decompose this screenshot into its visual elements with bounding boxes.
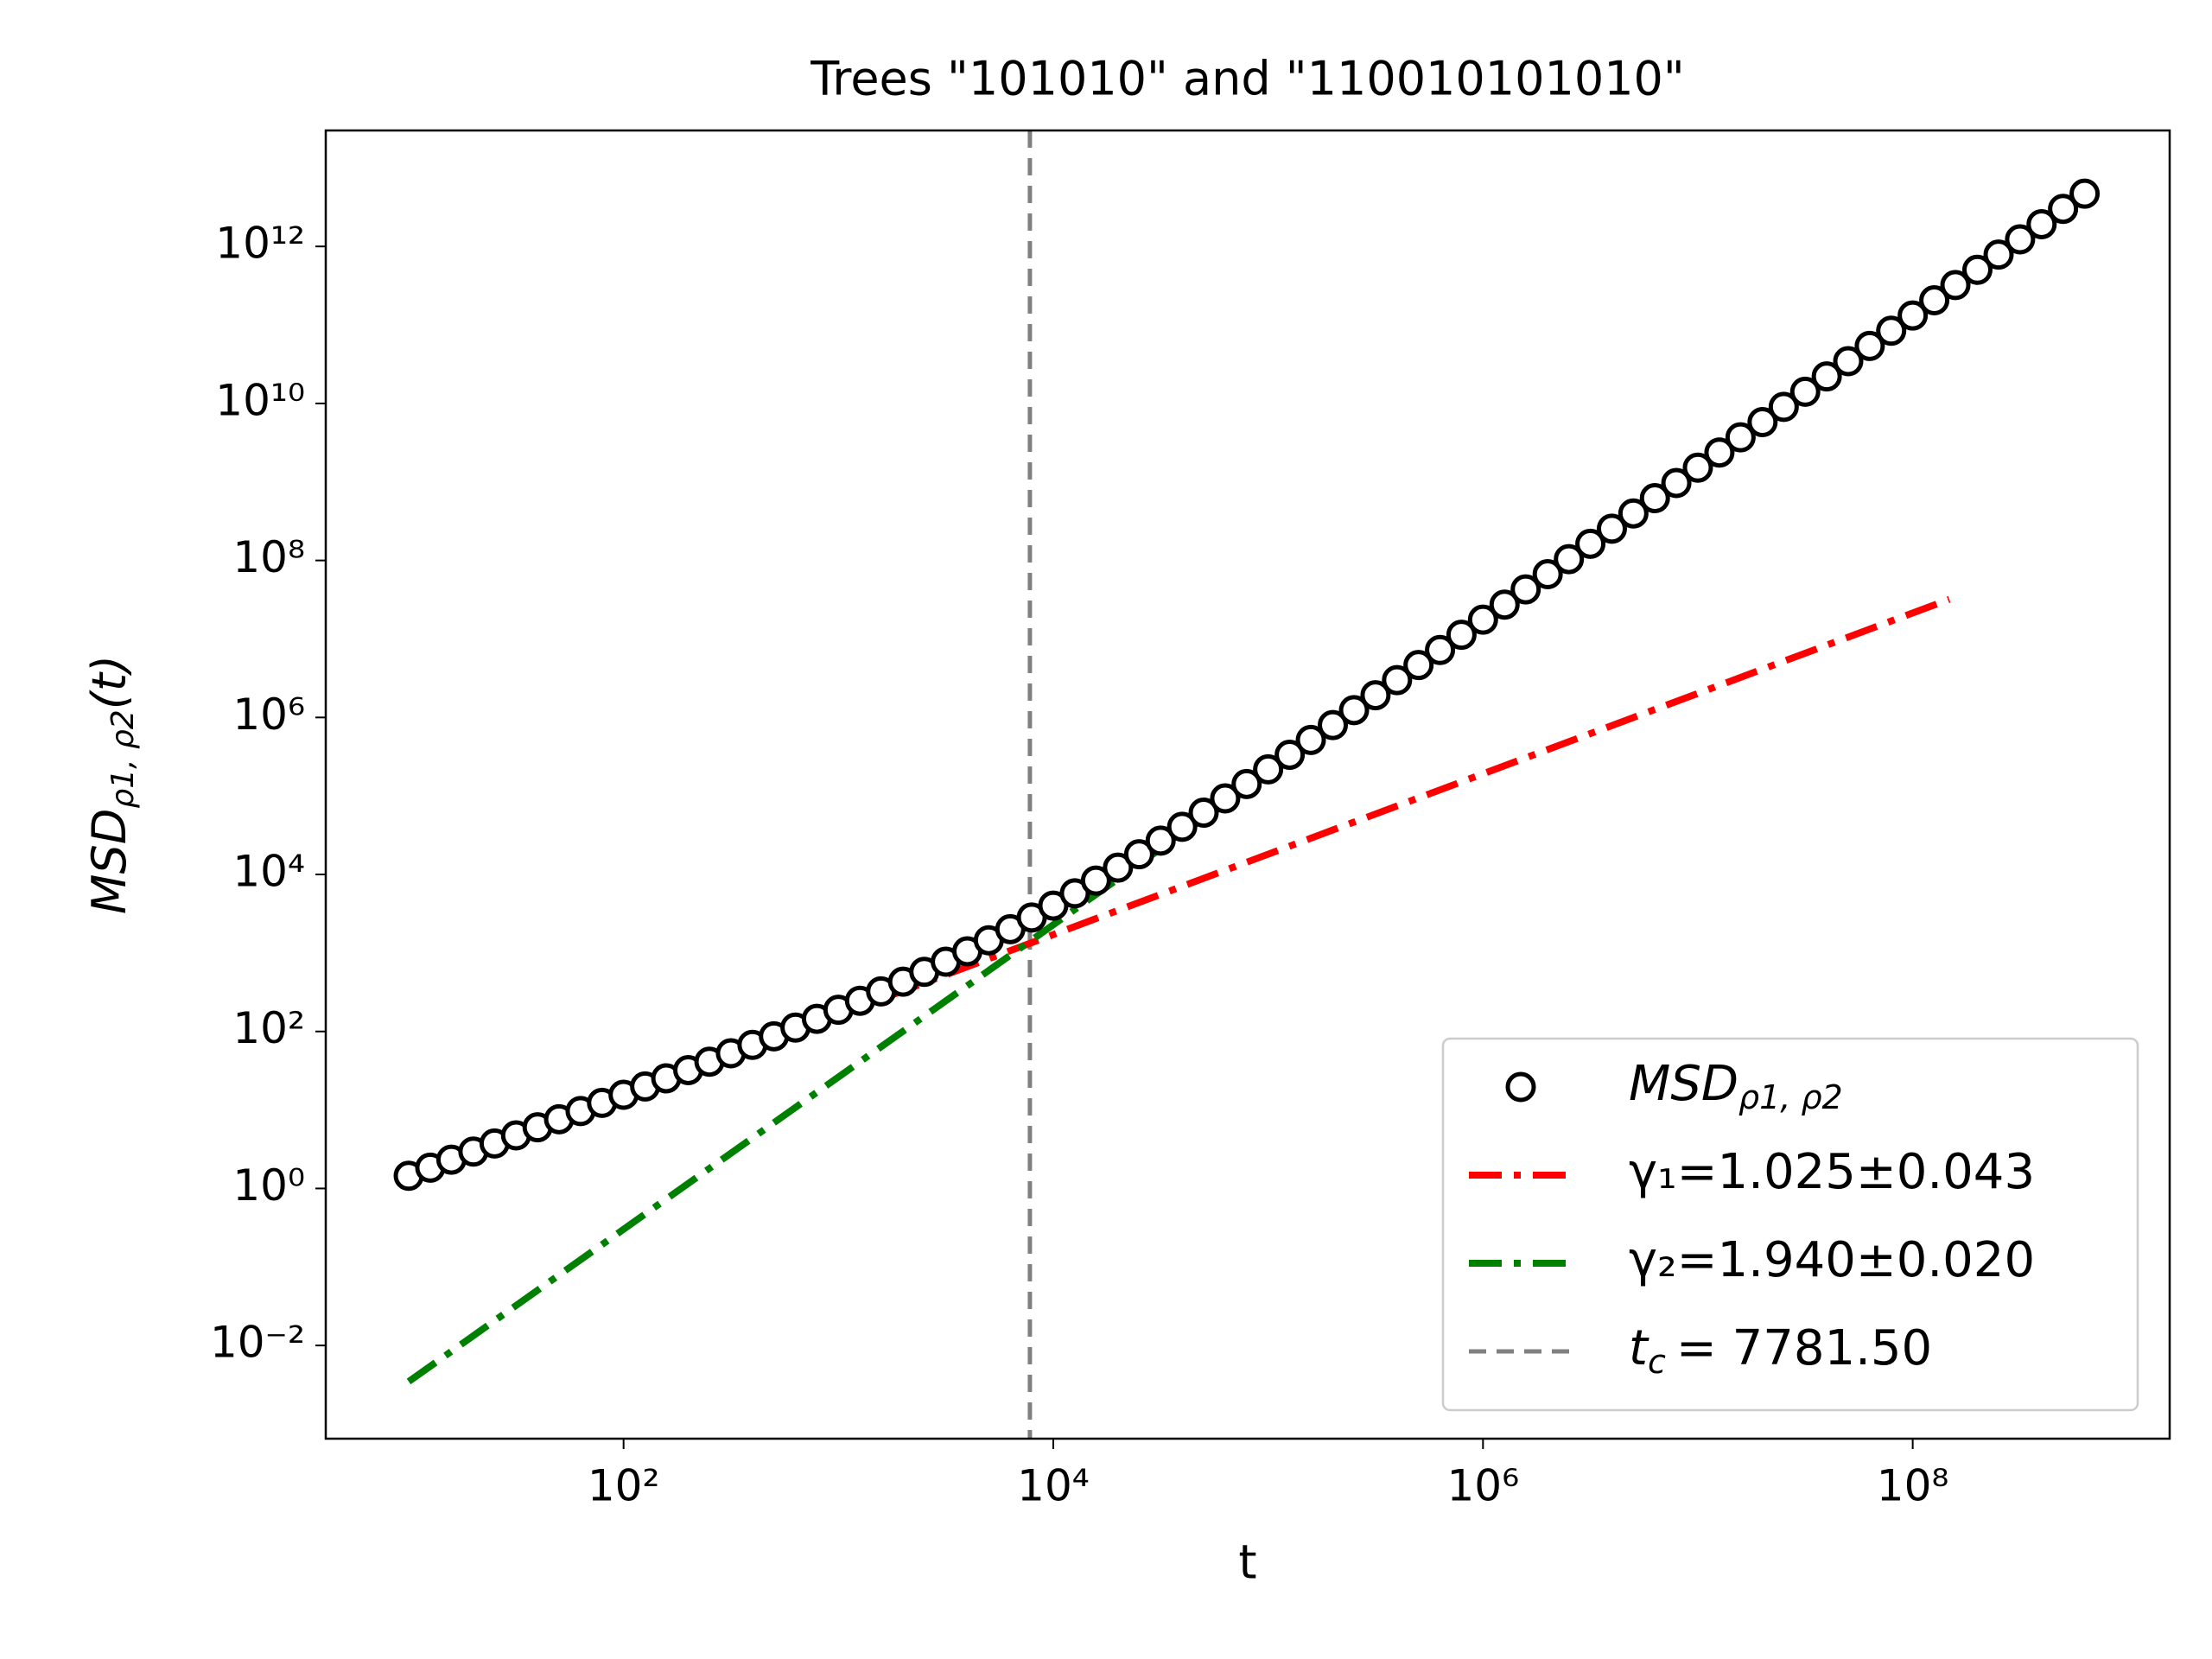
x-tick-label: 10⁸ <box>1877 1461 1949 1511</box>
data-point <box>1618 498 1649 529</box>
data-point <box>1789 376 1821 407</box>
data-point <box>1725 422 1756 453</box>
data-point <box>1768 391 1799 423</box>
plot-area <box>393 130 2101 1439</box>
data-point <box>1747 407 1778 438</box>
y-tick-label: 10¹⁰ <box>215 375 305 425</box>
y-tick-label: 10¹² <box>215 219 305 269</box>
data-point <box>1833 346 1864 377</box>
legend-name: MSD <box>1629 1056 1738 1112</box>
data-point <box>1403 650 1434 681</box>
y-tick-label: 10² <box>232 1003 305 1053</box>
data-point <box>2048 194 2079 225</box>
data-point <box>1639 483 1670 514</box>
data-point <box>1274 739 1306 770</box>
data-point <box>1596 513 1627 544</box>
data-point <box>1554 543 1585 575</box>
x-axis-label: t <box>1238 1535 1256 1590</box>
data-point <box>1467 604 1498 635</box>
data-point <box>1103 852 1134 883</box>
data-point <box>1231 768 1262 799</box>
legend-name-suffix: = 7781.50 <box>1676 1320 1932 1376</box>
y-label-sub: ρ1, ρ2 <box>105 709 141 808</box>
legend-label: tc = 7781.50 <box>1629 1320 1932 1380</box>
data-point <box>1295 724 1326 755</box>
data-point <box>1253 753 1284 785</box>
data-point <box>1897 300 1929 331</box>
data-point <box>1532 559 1563 590</box>
legend-label: MSDρ1, ρ2 <box>1629 1056 1843 1116</box>
data-point <box>1961 254 1993 285</box>
data-point <box>1510 574 1541 605</box>
y-tick-label: 10⁶ <box>232 690 305 740</box>
data-point <box>1318 709 1349 741</box>
data-point <box>1210 783 1241 814</box>
data-point <box>1811 361 1842 392</box>
data-point <box>1919 285 1950 316</box>
legend-box <box>1441 1037 2139 1412</box>
data-point <box>1166 811 1198 842</box>
legend-name: γ₁=1.025±0.043 <box>1629 1144 2035 1200</box>
data-point <box>1940 270 1971 301</box>
legend-name: t <box>1629 1320 1649 1376</box>
data-point <box>2026 208 2057 239</box>
legend-name: γ₂=1.940±0.020 <box>1629 1232 2035 1288</box>
data-point <box>1682 452 1713 483</box>
legend-label: γ₁=1.025±0.043 <box>1629 1144 2035 1200</box>
data-point <box>1360 680 1391 711</box>
data-point <box>1661 467 1692 499</box>
y-axis-label: MSDρ1, ρ2(t) <box>82 655 141 914</box>
data-point <box>1575 528 1606 559</box>
x-tick-label: 10⁶ <box>1446 1461 1519 1511</box>
x-tick-label: 10² <box>588 1461 660 1511</box>
chart-title: Trees "101010" and "110010101010" <box>810 52 1685 106</box>
data-point <box>1876 315 1907 346</box>
data-point <box>1123 839 1154 870</box>
data-point <box>1382 664 1413 696</box>
data-point <box>1854 330 1885 361</box>
data-point <box>1704 437 1735 468</box>
y-tick-label: 10⁰ <box>232 1160 305 1211</box>
data-point <box>1188 798 1219 829</box>
data-point <box>2005 224 2036 255</box>
y-tick-label: 10⁸ <box>232 532 305 582</box>
data-point <box>1338 695 1370 726</box>
plot-frame <box>324 129 2171 1440</box>
y-tick-label: 10⁴ <box>232 847 305 897</box>
legend-name-sub: c <box>1648 1343 1666 1381</box>
y-label-suffix: (t) <box>82 655 137 709</box>
legend-name-sub: ρ1, ρ2 <box>1738 1078 1843 1116</box>
x-tick-label: 10⁴ <box>1017 1461 1090 1511</box>
y-label-main: MSD <box>82 809 137 914</box>
data-point <box>1080 865 1111 896</box>
data-point <box>1489 589 1520 620</box>
data-point <box>1983 239 2014 270</box>
data-point <box>1145 825 1176 856</box>
legend-marker <box>1505 1071 1536 1103</box>
legend-label: γ₂=1.940±0.020 <box>1629 1232 2035 1288</box>
data-point <box>2069 178 2101 209</box>
y-tick-label: 10⁻² <box>210 1318 305 1368</box>
data-point <box>1446 620 1477 651</box>
data-point <box>1425 634 1456 665</box>
